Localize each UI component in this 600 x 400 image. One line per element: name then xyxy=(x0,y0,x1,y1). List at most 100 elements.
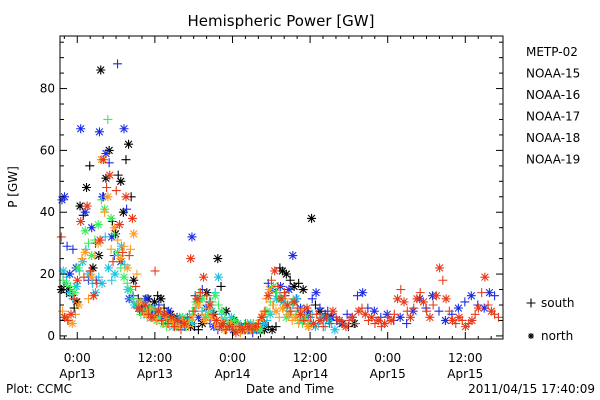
north-point xyxy=(454,312,464,322)
north-point xyxy=(257,312,267,322)
south-point xyxy=(69,294,79,304)
south-point xyxy=(273,281,283,291)
north-point xyxy=(129,229,139,239)
north-point xyxy=(118,207,128,217)
south-point xyxy=(318,322,328,332)
north-point xyxy=(134,303,144,313)
south-point xyxy=(145,303,155,313)
north-point xyxy=(484,288,494,298)
x-axis-label: Date and Time xyxy=(246,382,334,396)
south-point xyxy=(307,294,317,304)
north-point xyxy=(289,281,299,291)
north-point xyxy=(358,288,368,298)
plus-marker-icon xyxy=(526,298,536,308)
south-point xyxy=(434,306,444,316)
south-point xyxy=(62,241,72,251)
north-point xyxy=(193,312,203,322)
north-point xyxy=(61,278,71,288)
north-point xyxy=(369,306,379,316)
south-point xyxy=(342,309,352,319)
south-point xyxy=(113,235,123,245)
north-point xyxy=(277,303,287,313)
legend-item-noaa-17: NOAA-17 xyxy=(526,110,580,124)
north-point xyxy=(317,312,327,322)
north-point xyxy=(173,315,183,325)
north-point xyxy=(283,300,293,310)
north-point xyxy=(479,303,489,313)
north-point xyxy=(174,322,184,332)
north-point xyxy=(105,170,115,180)
south-point xyxy=(121,155,131,165)
north-point xyxy=(101,173,111,183)
marker-legend-north: north xyxy=(541,329,573,343)
south-point xyxy=(202,291,212,301)
north-point xyxy=(164,306,174,316)
north-point xyxy=(323,315,333,325)
y-tick-label: 40 xyxy=(40,205,55,219)
legend-item-noaa-15: NOAA-15 xyxy=(526,67,580,81)
north-point xyxy=(93,238,103,248)
south-point xyxy=(85,161,95,171)
north-point xyxy=(119,272,129,282)
north-point xyxy=(268,281,278,291)
north-point xyxy=(460,322,470,332)
x-tick-label-time: 0:00 xyxy=(374,351,401,365)
south-point xyxy=(216,281,226,291)
north-point xyxy=(255,325,265,335)
south-point xyxy=(286,306,296,316)
north-point xyxy=(119,124,129,134)
south-point xyxy=(85,266,95,276)
north-point xyxy=(296,309,306,319)
north-point xyxy=(453,303,463,313)
south-point xyxy=(396,285,406,295)
south-point xyxy=(103,114,113,124)
north-point xyxy=(221,306,231,316)
marker-legend: south north xyxy=(526,296,575,343)
south-point xyxy=(274,312,284,322)
south-point xyxy=(428,300,438,310)
legend-item-noaa-18: NOAA-18 xyxy=(526,131,580,145)
south-point xyxy=(83,294,93,304)
north-point xyxy=(94,127,104,137)
north-point xyxy=(71,281,81,291)
south-point xyxy=(279,288,289,298)
north-point xyxy=(107,232,117,242)
north-point xyxy=(149,297,159,307)
north-point xyxy=(76,217,86,227)
north-point xyxy=(258,309,268,319)
north-point xyxy=(303,322,313,332)
south-point xyxy=(260,306,270,316)
south-point xyxy=(182,312,192,322)
south-point xyxy=(119,241,129,251)
north-point xyxy=(58,266,68,276)
north-point xyxy=(166,309,176,319)
north-point xyxy=(277,266,287,276)
south-point xyxy=(102,183,112,192)
south-point xyxy=(79,272,89,282)
north-point xyxy=(197,294,207,304)
legend-item-noaa-19: NOAA-19 xyxy=(526,153,580,167)
north-point xyxy=(66,309,76,319)
north-point xyxy=(187,312,197,322)
north-point xyxy=(75,201,85,211)
north-point xyxy=(98,155,108,165)
south-point xyxy=(415,288,425,298)
y-tick-label: 80 xyxy=(40,82,55,96)
north-point xyxy=(334,315,344,325)
south-point xyxy=(83,238,93,248)
north-point xyxy=(80,207,90,217)
north-point xyxy=(307,213,317,223)
north-point xyxy=(104,263,114,273)
north-point xyxy=(213,254,223,264)
south-point xyxy=(100,232,110,242)
south-point xyxy=(195,288,205,298)
north-point xyxy=(78,257,88,267)
north-point xyxy=(153,306,163,316)
south-point xyxy=(490,291,500,301)
north-point xyxy=(425,312,435,322)
asterisk-marker-icon xyxy=(528,333,534,339)
x-tick-label-time: 12:00 xyxy=(448,351,483,365)
north-point xyxy=(408,306,418,316)
legend-item-metp-02: METP-02 xyxy=(526,45,578,59)
north-point xyxy=(281,269,291,279)
